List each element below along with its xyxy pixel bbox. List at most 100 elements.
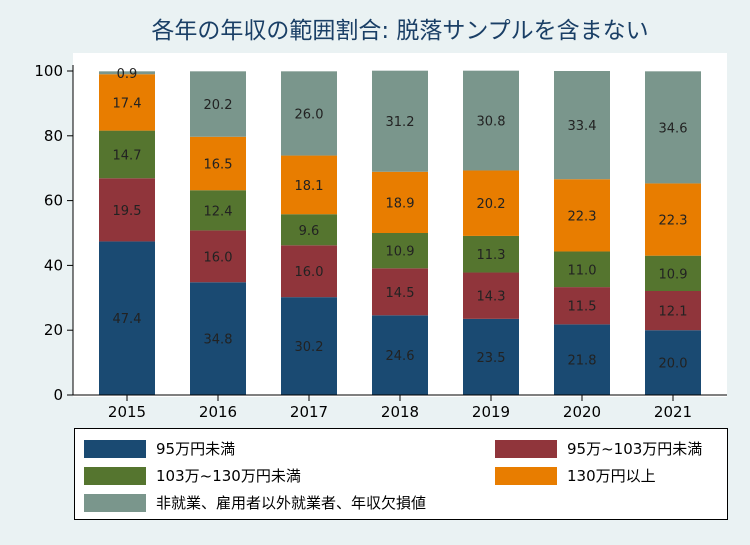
data-label: 11.5 [568, 300, 597, 315]
legend-swatch [495, 466, 557, 485]
data-label: 10.9 [386, 245, 415, 260]
bar-segment [372, 315, 428, 395]
bar-segment [645, 330, 701, 395]
y-tick-label: 20 [44, 321, 63, 339]
x-tick-label: 2017 [290, 403, 328, 420]
data-label: 26.0 [295, 107, 324, 122]
bar-segment [190, 136, 246, 191]
data-label: 9.6 [299, 224, 320, 239]
x-tick-label: 2021 [654, 403, 692, 420]
data-label: 30.8 [477, 115, 506, 130]
data-label: 16.0 [204, 250, 233, 265]
bar-segment [554, 251, 610, 288]
bar-segment [463, 318, 519, 395]
legend-item: 103万~130万円未満 [84, 465, 301, 486]
x-tick-label: 2018 [381, 403, 419, 420]
bar-segment [99, 241, 155, 395]
bar-segment [645, 290, 701, 331]
bar-segment [463, 272, 519, 319]
bar-segment [463, 235, 519, 273]
bar-segment [463, 170, 519, 236]
bar-segment [190, 230, 246, 283]
data-label: 20.2 [204, 98, 233, 113]
x-axis: 2015 2016 2017 2018 2019 2020 2021 [73, 394, 727, 420]
bar-segment [281, 71, 337, 156]
data-label: 21.8 [568, 354, 597, 369]
data-label: 12.4 [204, 204, 233, 219]
data-label: 11.3 [477, 248, 506, 263]
data-label: 23.5 [477, 351, 506, 366]
data-label: 34.8 [204, 333, 233, 348]
legend-label: 103万~130万円未満 [156, 467, 301, 485]
data-label: 11.0 [568, 263, 597, 278]
bar-segment [190, 282, 246, 395]
y-axis: 0 20 40 60 80 100 [34, 62, 74, 404]
data-label: 20.2 [477, 197, 506, 212]
bar-segment [372, 171, 428, 233]
bar-segment [281, 245, 337, 298]
bar-segment [190, 190, 246, 231]
data-label: 22.3 [568, 209, 597, 224]
x-tick-label: 2015 [108, 403, 146, 420]
stacked-bar-chart: 各年の年収の範囲割合: 脱落サンプルを含まない 0 20 40 60 80 100 47.… [34, 18, 727, 420]
bar-segment [99, 130, 155, 179]
legend-label: 非就業、雇用者以外就業者、年収欠損値 [156, 494, 427, 512]
y-tick-label: 80 [44, 127, 63, 145]
bars: 47.4 19.5 14.7 17.4 0.9 34.8 16.0 12.4 16.5 20.2 3… [99, 67, 701, 395]
data-label: 20.0 [659, 357, 688, 372]
y-tick-label: 40 [44, 256, 63, 274]
data-label: 18.9 [386, 196, 415, 211]
x-tick-label: 2016 [199, 403, 237, 420]
bar-segment [372, 233, 428, 269]
legend: 95万円未満 95万~103万円未満 103万~130万円未満 130万円以上非就業、… [74, 428, 728, 520]
bar-segment [645, 71, 701, 184]
legend-item: 95万円未満 [84, 438, 235, 459]
bar-segment [645, 183, 701, 256]
data-label: 22.3 [659, 214, 688, 229]
data-label: 24.6 [386, 349, 415, 364]
legend-swatch [84, 439, 146, 458]
legend-label: 95万円未満 [156, 440, 236, 458]
bar-segment [281, 155, 337, 215]
bar-segment [372, 70, 428, 172]
x-tick-label: 2020 [563, 403, 601, 420]
legend-swatch [84, 466, 146, 485]
data-label: 16.5 [204, 158, 233, 173]
bar-segment [281, 214, 337, 246]
data-label: 30.2 [295, 340, 324, 355]
data-label: 18.1 [295, 179, 324, 194]
data-label: 12.1 [659, 305, 688, 320]
legend-swatch [495, 439, 557, 458]
bar-segment [281, 297, 337, 395]
data-label: 31.2 [386, 115, 415, 130]
y-tick-label: 100 [34, 62, 63, 80]
data-label: 10.9 [659, 267, 688, 282]
data-label: 14.5 [386, 286, 415, 301]
bar-segment [554, 324, 610, 395]
x-tick-label: 2019 [472, 403, 510, 420]
bar-segment [99, 178, 155, 242]
data-label: 0.9 [117, 67, 138, 82]
bar-segment [554, 71, 610, 180]
legend-item: 95万~103万円未満 [495, 438, 702, 459]
bar-segment [645, 255, 701, 291]
data-label: 33.4 [568, 119, 597, 134]
legend-swatch [84, 493, 146, 512]
data-label: 14.7 [113, 148, 142, 163]
data-label: 19.5 [113, 204, 142, 219]
bar-segment [99, 74, 155, 131]
legend-label: 130万円以上 [567, 467, 656, 485]
data-label: 14.3 [477, 290, 506, 305]
y-tick-label: 60 [44, 192, 63, 210]
legend-item: 130万円以上 [495, 465, 656, 486]
y-tick-label: 0 [53, 386, 63, 404]
bar-segment [554, 287, 610, 325]
legend-item: 非就業、雇用者以外就業者、年収欠損値 [84, 492, 426, 513]
chart-title: 各年の年収の範囲割合: 脱落サンプルを含まない [151, 18, 648, 44]
bar-segment [372, 268, 428, 316]
data-label: 34.6 [659, 121, 688, 136]
bar-segment [99, 71, 155, 75]
bar-segment [463, 70, 519, 171]
bar-segment [190, 71, 246, 137]
data-label: 17.4 [113, 96, 142, 111]
